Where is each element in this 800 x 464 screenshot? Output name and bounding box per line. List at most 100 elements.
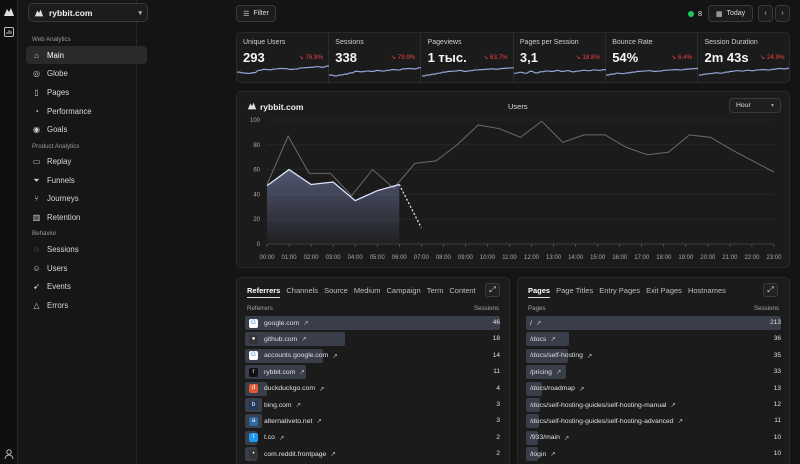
external-link-icon[interactable]: ↗ (563, 434, 570, 442)
row-label: /pricing (530, 368, 552, 376)
metric-pageviews[interactable]: Pageviews 1 тыс. ↘ 83.7% (421, 33, 514, 82)
chevron-right-icon: › (781, 10, 784, 17)
sidebar-item-funnels[interactable]: ⏷ Funnels (26, 171, 147, 189)
table-row[interactable]: /pricing ↗ 33 (526, 365, 781, 380)
sidebar-item-main[interactable]: ⌂ Main (26, 46, 147, 64)
tab-content[interactable]: Content (449, 286, 476, 295)
external-link-icon[interactable]: ↗ (550, 451, 556, 459)
table-row[interactable]: /docs/self-hosting-guides/self-hosting-a… (526, 414, 781, 429)
external-link-icon[interactable]: ↗ (578, 385, 585, 393)
sidebar-item-journeys[interactable]: ⑂ Journeys (26, 190, 147, 208)
granularity-select[interactable]: Hour ▾ (729, 98, 781, 113)
chevron-left-icon: ‹ (764, 10, 767, 17)
table-row[interactable]: /933/main ↗ 10 (526, 430, 781, 445)
table-row[interactable]: t t.co ↗ 2 (245, 430, 500, 445)
tab-page-titles[interactable]: Page Titles (556, 286, 594, 295)
trend-down-icon: ↘ (575, 54, 583, 61)
analytics-icon[interactable] (3, 26, 15, 38)
table-row[interactable]: ● github.com ↗ 18 (245, 332, 500, 347)
sidebar-item-goals[interactable]: ◉ Goals (26, 121, 147, 139)
external-link-icon[interactable]: ↗ (535, 320, 542, 327)
pages-col-header: Pages (528, 305, 546, 312)
metric-label: Session Duration (704, 39, 758, 46)
date-picker-button[interactable]: ▦ Today (708, 5, 753, 22)
external-link-icon[interactable]: ↗ (299, 369, 305, 377)
metric-unique-users[interactable]: Unique Users 293 ↘ 76.9% (237, 33, 329, 82)
external-link-icon[interactable]: ↗ (555, 369, 562, 377)
users-line-chart[interactable]: 0 20 40 60 80 100 00:00 01:00 02:00 03:00 04:00 05:… (237, 92, 791, 269)
y-tick-label: 100 (250, 118, 261, 124)
tab-hostnames[interactable]: Hostnames (687, 286, 726, 295)
table-row[interactable]: r rybbit.com ↗ 11 (245, 365, 500, 380)
metric-session-duration[interactable]: Session Duration 2m 43s ↘ 24.9% (698, 33, 789, 82)
tab-pages[interactable]: Pages (528, 286, 551, 298)
sidebar-item-performance[interactable]: ◔ Performance (26, 102, 147, 120)
external-link-icon[interactable]: ↗ (278, 434, 285, 442)
tab-exit-pages[interactable]: Exit Pages (646, 286, 682, 295)
rybbit-logo-icon[interactable] (3, 6, 15, 18)
x-tick-label: 13:00 (546, 255, 562, 261)
sidebar-item-sessions[interactable]: ◌ Sessions (26, 240, 147, 258)
sidebar-item-events[interactable]: ➹ Events (26, 278, 147, 296)
tab-campaign[interactable]: Campaign (386, 286, 421, 295)
sidebar-item-label: Sessions (47, 244, 79, 254)
external-link-icon[interactable]: ↗ (670, 402, 676, 409)
x-tick-label: 07:00 (414, 255, 430, 261)
external-link-icon[interactable]: ↗ (303, 320, 309, 327)
external-link-icon[interactable]: ↗ (330, 451, 336, 459)
table-row[interactable]: /docs ↗ 36 (526, 332, 781, 347)
table-row[interactable]: b bing.com ↗ 3 (245, 398, 500, 412)
funnel-icon: ⏷ (33, 175, 40, 185)
expand-icon[interactable]: ⤢ (485, 283, 500, 297)
table-row[interactable]: • com.reddit.frontpage ↗ 2 (245, 447, 500, 462)
metric-pages-per-session[interactable]: Pages per Session 3,1 ↘ 18.8% (513, 33, 606, 82)
tab-channels[interactable]: Channels (286, 286, 319, 295)
row-label: rybbit.com (264, 368, 296, 376)
metric-value: 3,1 (519, 50, 538, 65)
table-row[interactable]: a alternativeto.net ↗ 3 (245, 414, 500, 429)
external-link-icon[interactable]: ↗ (332, 352, 338, 360)
external-link-icon[interactable]: ↗ (316, 418, 322, 426)
metric-sessions[interactable]: Sessions 338 ↘ 79.9% (329, 33, 422, 82)
external-link-icon[interactable]: ↗ (319, 385, 325, 393)
user-profile-icon[interactable] (3, 448, 15, 460)
table-row[interactable]: /docs/roadmap ↗ 13 (526, 381, 781, 396)
metric-sparkline (421, 67, 514, 77)
table-row[interactable]: / ↗ 213 (526, 316, 781, 330)
table-row[interactable]: /docs/self-hosting ↗ 35 (526, 348, 781, 363)
external-link-icon[interactable]: ↗ (550, 336, 556, 344)
expand-icon[interactable]: ⤢ (763, 283, 778, 297)
external-link-icon[interactable]: ↗ (301, 336, 307, 344)
row-label: t.co (264, 434, 275, 442)
site-selector[interactable]: rybbit.com ▾ (28, 3, 148, 22)
tab-term[interactable]: Term (426, 286, 444, 295)
metric-value: 54% (612, 50, 639, 65)
sidebar-item-globe[interactable]: ◎ Globe (26, 65, 147, 83)
x-tick-label: 05:00 (370, 255, 386, 261)
external-link-icon[interactable]: ↗ (586, 352, 593, 360)
tab-medium[interactable]: Medium (353, 286, 381, 295)
sidebar-item-replay[interactable]: ▭ Replay (26, 153, 147, 171)
table-row[interactable]: d duckduckgo.com ↗ 4 (245, 381, 500, 396)
sidebar-item-pages[interactable]: ▯ Pages (26, 83, 147, 101)
metric-bounce-rate[interactable]: Bounce Rate 54% ↘ 6.4% (606, 33, 699, 82)
filter-button[interactable]: ☰ Filter (236, 5, 276, 22)
sidebar-item-retention[interactable]: ▥ Retention (26, 209, 147, 227)
table-row[interactable]: /login ↗ 10 (526, 447, 781, 462)
tab-entry-pages[interactable]: Entry Pages (599, 286, 641, 295)
metric-value: 1 тыс. (427, 50, 467, 65)
tab-referrers[interactable]: Referrers (247, 286, 281, 298)
next-period-button[interactable]: › (775, 5, 790, 22)
sidebar-item-errors[interactable]: △ Errors (26, 296, 147, 314)
series-current-line (266, 168, 400, 202)
external-link-icon[interactable]: ↗ (677, 418, 684, 426)
metric-sparkline (237, 65, 329, 74)
table-row[interactable]: /docs/self-hosting-guides/self-hosting-m… (526, 398, 781, 412)
tab-source[interactable]: Source (324, 286, 348, 295)
prev-period-button[interactable]: ‹ (758, 5, 773, 22)
external-link-icon[interactable]: ↗ (295, 402, 302, 409)
sidebar-item-users[interactable]: ☺ Users (26, 259, 147, 277)
metric-label: Bounce Rate (612, 39, 653, 46)
